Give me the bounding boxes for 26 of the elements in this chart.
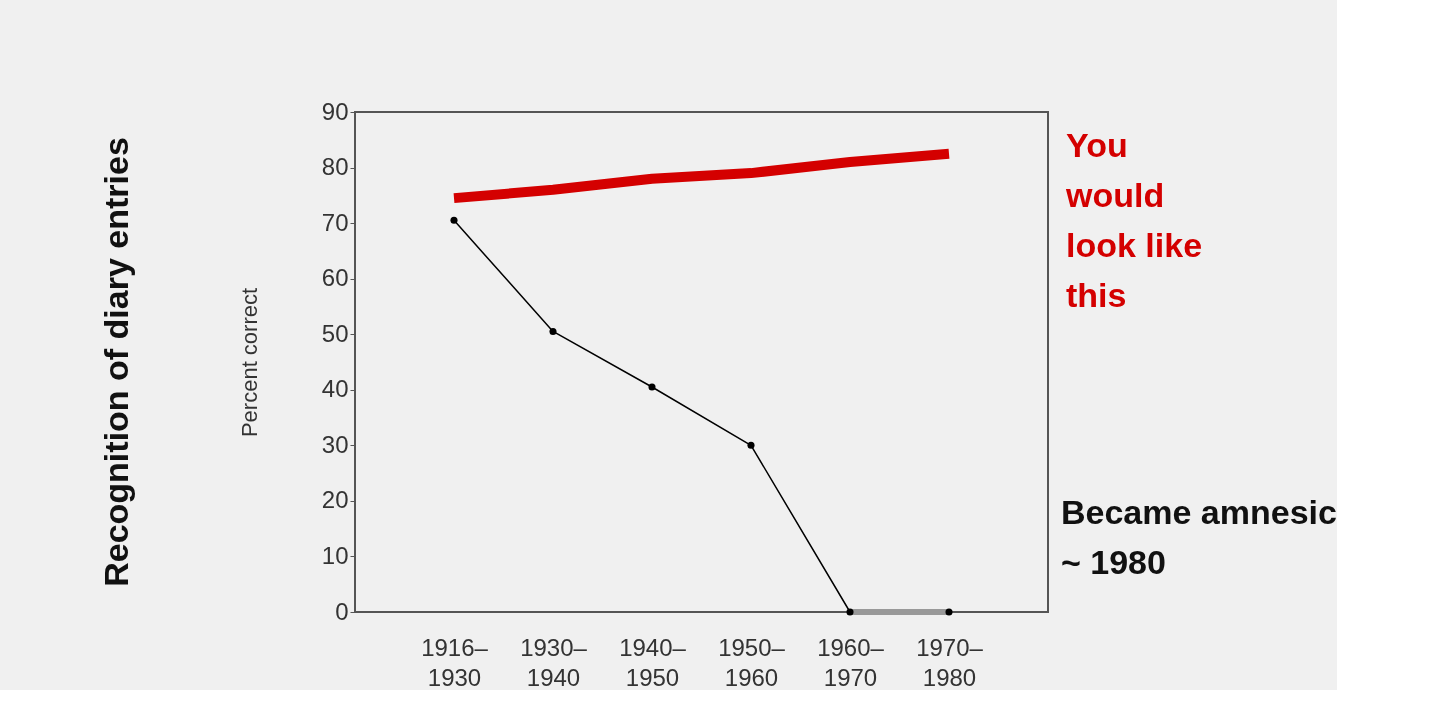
- point: [648, 383, 656, 391]
- text: You would look like this: [1065, 126, 1203, 314]
- y-tick-label: 60: [321, 264, 349, 292]
- y-tick-label: 70: [321, 208, 349, 236]
- point: [549, 327, 557, 335]
- y-tick-label: 0: [335, 597, 349, 625]
- x-tick-label: 1970– 1980: [916, 633, 984, 691]
- text: Recognition of diary entries: [97, 137, 135, 587]
- y-tick-label: 20: [321, 486, 349, 514]
- point: [450, 216, 458, 224]
- x-tick-label: 1940– 1950: [619, 633, 687, 691]
- y-tick-label: 80: [321, 153, 349, 181]
- point: [945, 608, 953, 616]
- point: [846, 608, 854, 616]
- y-tick-label: 30: [321, 430, 349, 458]
- y-axis-title: Percent correct: [236, 287, 262, 438]
- point: [747, 441, 755, 449]
- y-tick-label: 90: [321, 97, 349, 125]
- y-tick-label: 50: [321, 319, 349, 347]
- x-tick-label: 1960– 1970: [817, 633, 885, 691]
- y-tick-label: 40: [321, 375, 349, 403]
- x-tick-label: 1950– 1960: [718, 633, 786, 691]
- y-tick-label: 10: [321, 541, 349, 569]
- text: Became amnesic ~ 1980: [1061, 493, 1337, 581]
- x-tick-label: 1930– 1940: [520, 633, 588, 691]
- x-tick-label: 1916– 1930: [421, 633, 489, 691]
